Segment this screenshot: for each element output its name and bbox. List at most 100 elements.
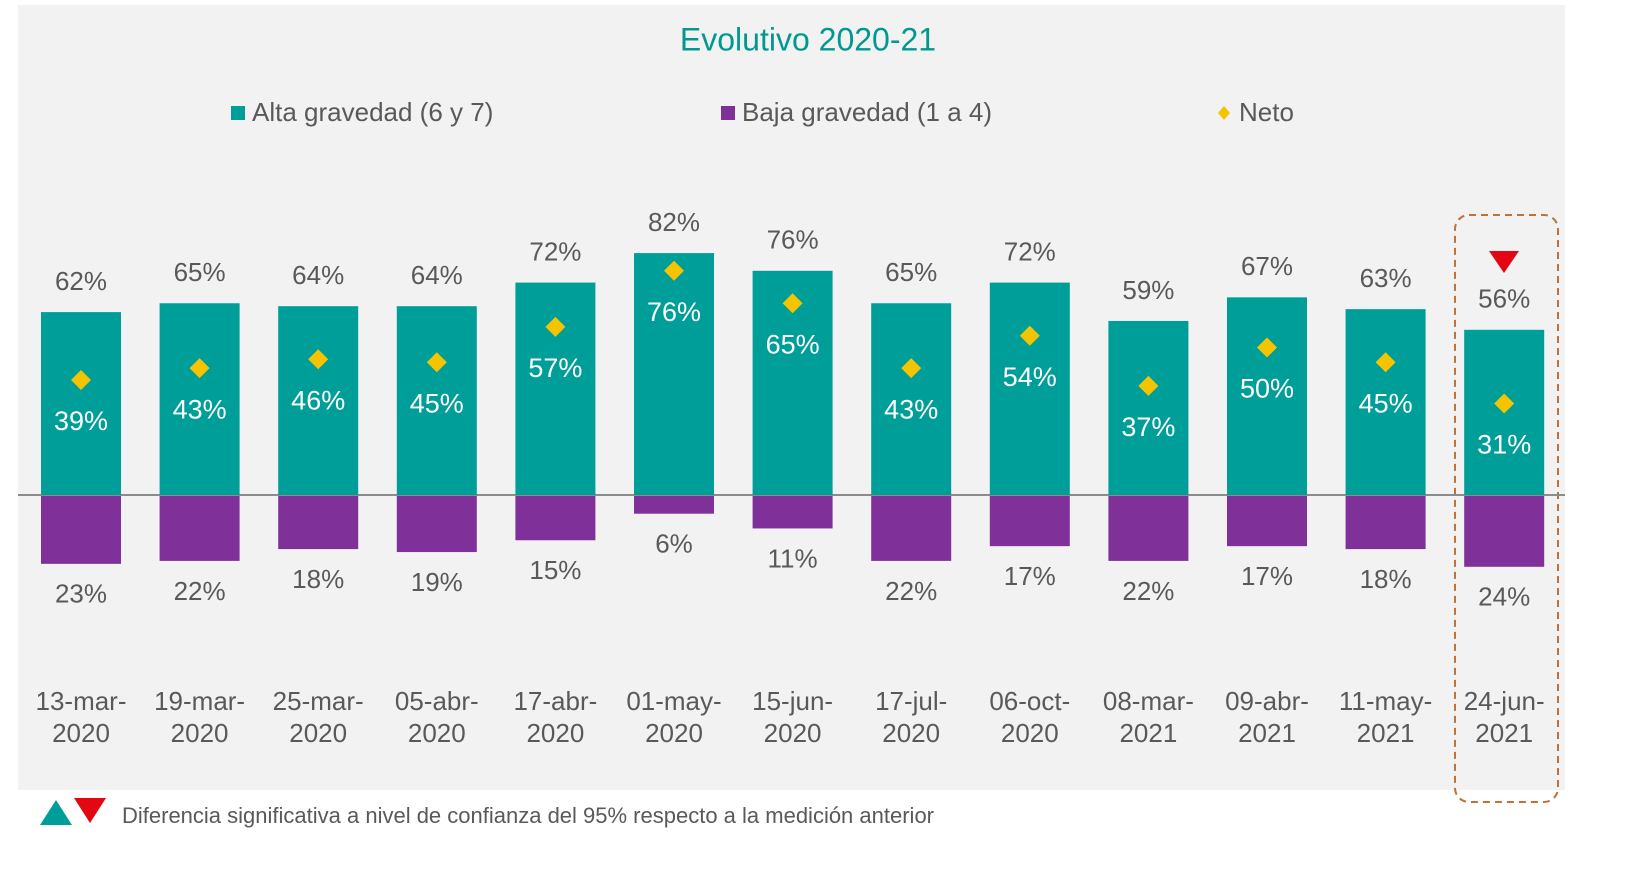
bar [41,496,121,564]
value-label: 62% [55,266,107,296]
legend-label: Baja gravedad (1 a 4) [742,97,992,127]
x-tick-label: 19-mar-2020 [154,686,246,748]
bar [1345,496,1426,550]
value-label: 59% [1122,275,1174,305]
legend-marker [1218,106,1230,120]
x-tick-label: 15-jun-2020 [752,686,834,748]
value-label: 72% [1004,236,1056,266]
x-tick-label: 09-abr-2021 [1225,686,1309,748]
value-label: 43% [884,394,938,424]
value-label: 76% [767,225,819,255]
neto-marker [1019,325,1040,346]
neto-marker [71,369,91,390]
bar [989,282,1070,495]
neto-marker [308,349,329,370]
neto-marker [901,358,922,379]
chart-title: Evolutivo 2020-21 [680,21,936,57]
bar [278,306,359,495]
bar [1108,496,1189,561]
x-tick-label: 05-abr-2020 [394,686,479,748]
neto-marker [782,293,803,314]
neto-marker [1375,352,1396,373]
bar [1345,309,1426,495]
value-label: 65% [174,257,226,287]
bar [1227,496,1307,547]
x-tick-label: 11-may-2021 [1338,686,1433,748]
neto-marker [1257,337,1277,358]
footnote: Diferencia significativa a nivel de conf… [122,803,934,828]
bar [1227,297,1307,495]
value-label: 18% [292,564,344,594]
neto-marker [189,358,210,379]
value-label: 31% [1477,430,1531,460]
bar [989,496,1070,547]
value-label: 18% [1360,564,1412,594]
bar [396,496,477,553]
bar [396,306,477,495]
value-label: 17% [1004,561,1056,591]
value-label: 22% [174,576,226,606]
x-tick-label: 25-mar-2020 [272,686,364,748]
value-label: 19% [411,567,463,597]
value-label: 22% [1122,576,1174,606]
value-label: 65% [885,257,937,287]
bar [871,496,952,561]
x-tick-label: 08-mar-2021 [1102,686,1194,748]
bar [634,496,714,514]
bar [159,303,240,495]
value-label: 72% [529,236,581,266]
bar [41,312,121,495]
bar [1464,496,1545,567]
x-tick-label: 13-mar-2020 [35,686,127,748]
footnote-up-icon [40,800,72,825]
value-label: 67% [1241,251,1293,281]
bar [278,496,359,550]
value-label: 56% [1478,284,1530,314]
value-label: 43% [173,394,227,424]
legend-marker [231,106,245,120]
value-label: 57% [528,353,582,383]
value-label: 22% [885,576,937,606]
value-label: 6% [655,529,693,559]
legend-label: Alta gravedad (6 y 7) [252,97,493,127]
value-label: 65% [766,329,820,359]
neto-marker [545,316,566,337]
legend-label: Neto [1239,97,1294,127]
neto-marker [1494,393,1515,414]
bar [871,303,952,495]
neto-marker [1138,375,1159,396]
significance-down [1489,251,1519,273]
value-label: 54% [1003,362,1057,392]
bar [159,496,240,561]
value-label: 24% [1478,582,1530,612]
x-tick-label: 17-abr-2020 [513,686,598,748]
x-tick-label: 24-jun-2021 [1463,686,1545,748]
value-label: 45% [1359,388,1413,418]
value-label: 76% [647,297,701,327]
bar [634,253,714,495]
value-label: 39% [54,406,108,436]
x-tick-label: 17-jul-2020 [875,686,948,748]
value-label: 46% [291,385,345,415]
legend-marker [721,106,735,120]
x-tick-label: 01-may-2020 [626,686,722,748]
value-label: 82% [648,207,700,237]
bar [515,282,596,495]
x-tick-label: 06-oct-2020 [989,686,1071,748]
neto-marker [664,260,684,281]
value-label: 50% [1240,374,1294,404]
bar [1108,320,1189,495]
value-label: 45% [410,388,464,418]
value-label: 15% [529,555,581,585]
highlight-box [1454,214,1559,803]
bar [515,496,596,541]
value-label: 64% [292,260,344,290]
value-label: 64% [411,260,463,290]
value-label: 11% [768,543,818,573]
value-label: 37% [1121,412,1175,442]
value-label: 23% [55,579,107,609]
bar [752,496,833,529]
neto-marker [426,352,447,373]
